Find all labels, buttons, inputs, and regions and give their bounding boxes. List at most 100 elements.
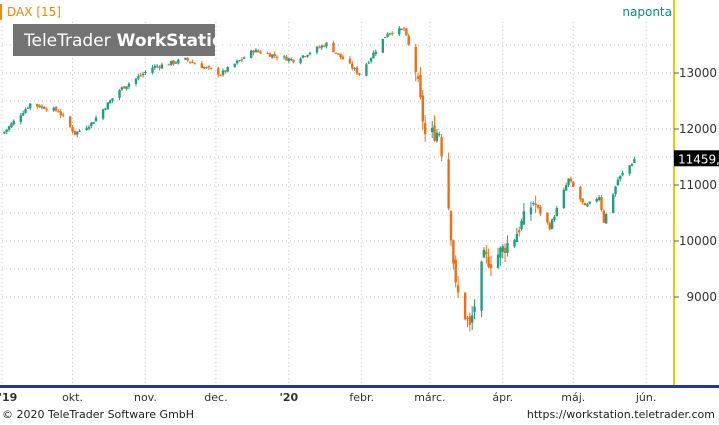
last-price-rect	[674, 150, 719, 167]
candle-body	[579, 187, 582, 200]
candle-body	[268, 53, 272, 57]
candle-body	[315, 46, 319, 53]
candle-body	[318, 47, 321, 49]
candle-body	[85, 127, 88, 131]
candle-body	[369, 58, 373, 62]
candle-body	[496, 254, 500, 268]
candle-body	[299, 58, 302, 63]
candle-body	[416, 76, 420, 79]
candle-body	[501, 246, 504, 252]
candle-body	[586, 204, 589, 207]
candle-body	[224, 70, 227, 72]
candle-body	[7, 126, 11, 130]
candle-body	[614, 186, 617, 194]
candle-body	[604, 213, 608, 224]
candle-body	[87, 126, 91, 129]
candle-body	[353, 68, 356, 70]
candle-body	[289, 59, 293, 61]
candle-body	[463, 292, 467, 320]
x-tick-label: nov.	[134, 391, 157, 404]
y-tick-label: 11000	[679, 178, 717, 192]
candle-body	[141, 73, 145, 76]
candle-body	[29, 103, 32, 109]
candle-body	[92, 122, 95, 124]
candle-body	[167, 64, 171, 66]
candle-body	[158, 66, 161, 68]
candle-body	[529, 207, 533, 215]
candle-body	[301, 55, 305, 58]
candle-body	[419, 74, 422, 98]
candle-body	[170, 60, 173, 65]
candle-body	[174, 62, 178, 64]
candle-body	[144, 71, 147, 73]
candle-body	[402, 28, 406, 30]
candle-body	[94, 117, 98, 122]
candle-body	[151, 67, 154, 73]
candle-body	[137, 76, 140, 79]
candle-body	[372, 52, 375, 59]
candle-body	[621, 172, 624, 176]
copyright-text: © 2020 TeleTrader Software GmbH	[2, 408, 195, 421]
candle-body	[520, 220, 523, 230]
candle-body	[407, 35, 410, 45]
candle-body	[233, 63, 236, 67]
chart-svg: TeleTrader WorkStation DAX [15] naponta 9…	[0, 0, 719, 405]
footer: © 2020 TeleTrader Software GmbH https://…	[0, 405, 719, 425]
candle-body	[240, 59, 243, 61]
x-tick-label: '19	[0, 391, 17, 404]
candle-body	[565, 185, 568, 191]
candle-body	[308, 52, 312, 55]
candle-body	[153, 66, 157, 68]
candle-body	[466, 317, 469, 320]
candle-body	[90, 122, 93, 127]
candle-body	[583, 203, 587, 206]
candle-body	[219, 75, 222, 77]
candle-body	[562, 189, 566, 208]
candle-body	[405, 28, 408, 36]
candle-body	[200, 63, 204, 69]
candle-body	[431, 127, 434, 133]
candle-body	[24, 109, 27, 114]
candle-body	[602, 210, 606, 223]
candle-body	[503, 247, 507, 253]
candle-body	[616, 179, 620, 186]
chart-background	[0, 0, 719, 405]
candle-body	[452, 240, 455, 264]
candle-body	[36, 103, 39, 107]
candle-body	[334, 52, 338, 54]
candle-body	[423, 123, 427, 135]
candle-body	[438, 134, 441, 136]
candle-body	[517, 230, 521, 233]
candle-body	[78, 130, 81, 132]
x-tick-label: okt.	[62, 391, 83, 404]
candle-body	[612, 194, 615, 213]
candle-body	[275, 57, 279, 59]
candle-body	[374, 51, 377, 54]
candle-body	[188, 61, 192, 63]
candle-body	[534, 203, 537, 206]
candle-body	[440, 136, 443, 157]
candle-body	[365, 64, 368, 76]
candle-body	[630, 163, 634, 166]
candle-body	[482, 249, 486, 258]
candle-body	[339, 53, 342, 58]
candle-body	[252, 50, 255, 53]
x-tick-label: márc.	[414, 391, 445, 404]
y-tick-label: 10000	[679, 234, 717, 248]
candle-body	[489, 264, 493, 269]
candle-body	[555, 207, 559, 217]
candle-body	[172, 60, 175, 64]
candle-body	[249, 50, 253, 58]
candle-body	[111, 98, 114, 101]
candle-body	[221, 70, 225, 75]
candle-body	[186, 58, 189, 61]
candle-body	[320, 45, 323, 48]
candle-body	[414, 46, 417, 73]
candle-body	[336, 53, 340, 55]
candle-body	[12, 120, 15, 125]
candle-body	[341, 56, 345, 60]
candle-body	[447, 159, 450, 209]
footer-url[interactable]: https://workstation.teletrader.com	[526, 408, 715, 421]
candle-body	[139, 75, 142, 77]
candle-body	[398, 28, 401, 35]
